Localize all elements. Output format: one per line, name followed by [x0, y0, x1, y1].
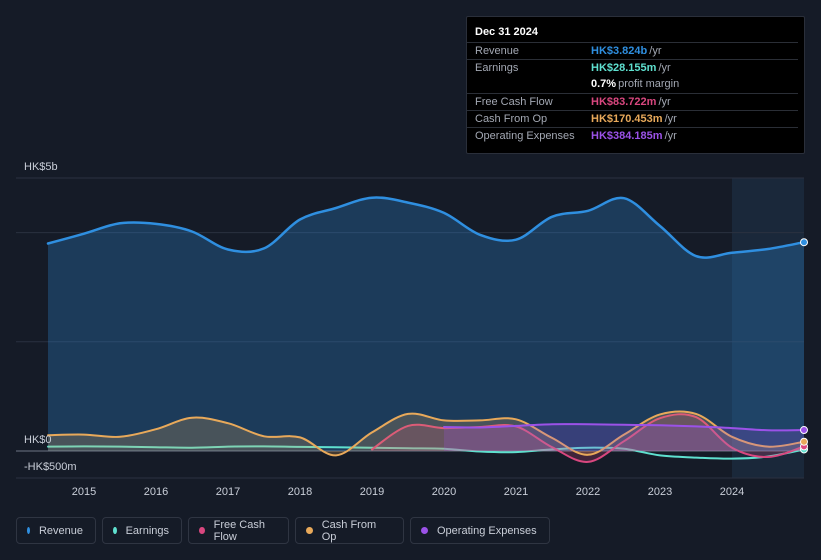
legend-operating-expenses[interactable]: Operating Expenses [410, 517, 550, 544]
tooltip-value: 0.7% profit margin [591, 78, 680, 90]
cash-from-op-end-marker [800, 437, 808, 446]
x-tick-label: 2019 [360, 486, 384, 498]
y-tick-label: -HK$500m [24, 461, 77, 473]
legend-label: Earnings [125, 524, 169, 537]
legend-cash-from-op[interactable]: Cash From Op [295, 517, 404, 544]
cash-from-op-area [48, 411, 804, 456]
revenue-area [48, 197, 804, 451]
x-tick-label: 2017 [216, 486, 240, 498]
tooltip-value: HK$170.453m/yr [591, 113, 677, 125]
tooltip-label: Earnings [475, 62, 519, 74]
legend-label: Free Cash Flow [213, 518, 265, 543]
tooltip-label: Operating Expenses [475, 130, 575, 142]
cash-from-op-line [47, 410, 805, 457]
revenue-end-marker [800, 238, 808, 247]
legend-revenue[interactable]: Revenue [16, 517, 96, 544]
tooltip-panel: Dec 31 2024 Revenue HK$3.824b/yr Earning… [466, 16, 805, 154]
x-tick-label: 2023 [648, 486, 672, 498]
tooltip-label: Free Cash Flow [475, 96, 553, 108]
tooltip-row-operating-expenses: Operating Expenses HK$384.185m/yr [467, 127, 798, 144]
legend-free-cash-flow[interactable]: Free Cash Flow [188, 517, 289, 544]
free-cash-flow-dot-icon [199, 527, 205, 534]
revenue-dot-icon [27, 527, 30, 534]
legend-earnings[interactable]: Earnings [102, 517, 182, 544]
tooltip-label: Cash From Op [475, 113, 548, 125]
y-tick-label: HK$0 [24, 434, 52, 446]
legend-label: Cash From Op [321, 518, 377, 543]
x-tick-label: 2018 [288, 486, 312, 498]
tooltip-value: HK$3.824b/yr [591, 45, 662, 57]
tooltip-row-profit-margin: 0.7% profit margin [467, 76, 798, 93]
tooltip-date: Dec 31 2024 [475, 26, 538, 38]
tooltip-value: HK$28.155m/yr [591, 62, 671, 74]
legend-label: Revenue [38, 524, 83, 537]
x-tick-label: 2021 [504, 486, 528, 498]
financials-chart: HK$5b HK$0 -HK$500m 2015 2016 2017 2018 2019 202… [16, 161, 808, 498]
x-tick-label: 2016 [144, 486, 168, 498]
tooltip-value: HK$384.185m/yr [591, 130, 677, 142]
x-tick-label: 2024 [720, 486, 744, 498]
y-tick-label: HK$5b [24, 161, 58, 173]
operating-expenses-dot-icon [421, 527, 428, 534]
operating-expenses-line [443, 423, 805, 432]
x-tick-label: 2020 [432, 486, 456, 498]
x-tick-label: 2015 [72, 486, 96, 498]
free-cash-flow-line [371, 413, 805, 463]
earnings-dot-icon [113, 527, 117, 534]
cash-from-op-dot-icon [306, 527, 313, 534]
legend-label: Operating Expenses [437, 524, 537, 537]
earnings-line [47, 445, 805, 460]
x-tick-label: 2022 [576, 486, 600, 498]
tooltip-row-free-cash-flow: Free Cash Flow HK$83.722m/yr [467, 93, 798, 110]
tooltip-row-earnings: Earnings HK$28.155m/yr [467, 59, 798, 76]
tooltip-row-revenue: Revenue HK$3.824b/yr [467, 42, 798, 59]
chart-legend: Revenue Earnings Free Cash Flow Cash Fro… [16, 517, 550, 546]
revenue-line [46, 196, 806, 259]
operating-expenses-area [444, 424, 804, 451]
tooltip-value: HK$83.722m/yr [591, 96, 671, 108]
operating-expenses-end-marker [800, 426, 808, 435]
tooltip-row-cash-from-op: Cash From Op HK$170.453m/yr [467, 110, 798, 127]
tooltip-label: Revenue [475, 45, 520, 57]
